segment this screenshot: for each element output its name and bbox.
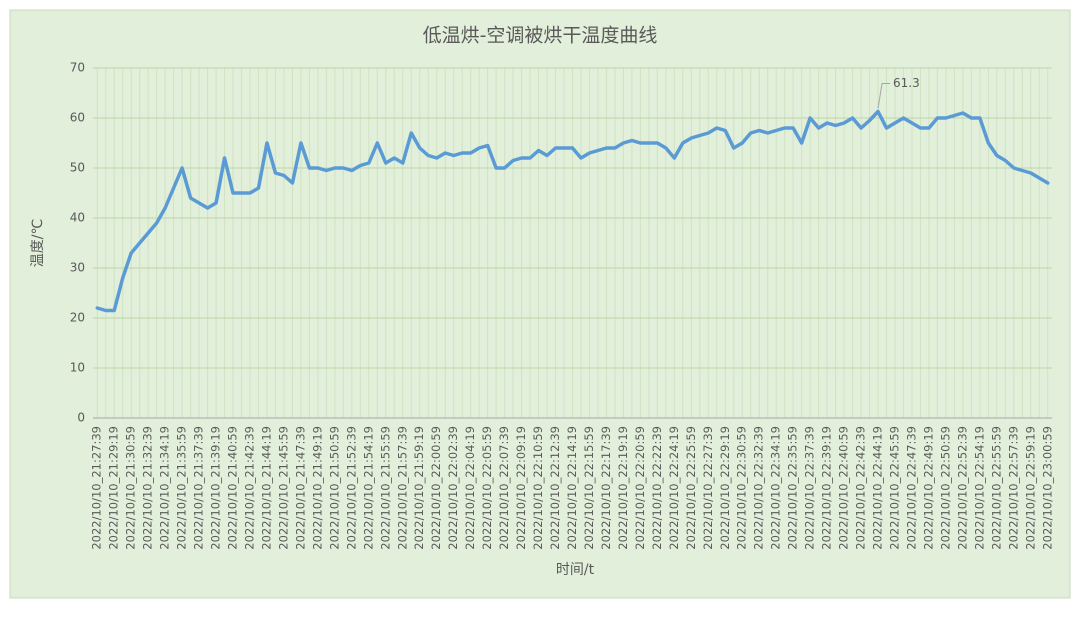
x-tick-label: 2022/10/10_22:09:19 — [514, 426, 528, 550]
x-tick-label: 2022/10/10_21:55:59 — [378, 426, 392, 550]
y-tick-label: 40 — [70, 211, 85, 225]
x-tick-label: 2022/10/10_22:07:39 — [497, 426, 511, 550]
x-tick-label: 2022/10/10_21:44:19 — [259, 426, 273, 550]
y-tick-label: 10 — [70, 361, 85, 375]
x-tick-label: 2022/10/10_22:42:39 — [854, 426, 868, 550]
x-tick-label: 2022/10/10_22:37:39 — [803, 426, 817, 550]
y-tick-label: 20 — [70, 311, 85, 325]
data-label: 61.3 — [893, 76, 920, 90]
x-tick-label: 2022/10/10_22:34:19 — [769, 426, 783, 550]
x-tick-label: 2022/10/10_21:34:19 — [158, 426, 172, 550]
x-tick-label: 2022/10/10_22:14:19 — [565, 426, 579, 550]
x-tick-label: 2022/10/10_22:29:19 — [718, 426, 732, 550]
x-tick-label: 2022/10/10_22:12:39 — [548, 426, 562, 550]
x-tick-label: 2022/10/10_22:40:59 — [837, 426, 851, 550]
x-tick-label: 2022/10/10_22:54:19 — [972, 426, 986, 550]
chart-background — [9, 9, 1071, 599]
x-tick-label: 2022/10/10_21:37:39 — [192, 426, 206, 550]
x-tick-label: 2022/10/10_22:32:39 — [752, 426, 766, 550]
x-tick-label: 2022/10/10_22:39:19 — [820, 426, 834, 550]
x-tick-label: 2022/10/10_22:52:39 — [955, 426, 969, 550]
x-tick-label: 2022/10/10_21:59:19 — [412, 426, 426, 550]
x-tick-label: 2022/10/10_21:39:19 — [209, 426, 223, 550]
x-tick-label: 2022/10/10_22:17:39 — [599, 426, 613, 550]
x-tick-label: 2022/10/10_22:22:39 — [650, 426, 664, 550]
x-tick-label: 2022/10/10_22:45:59 — [887, 426, 901, 550]
y-tick-label: 60 — [70, 111, 85, 125]
x-tick-label: 2022/10/10_21:42:39 — [243, 426, 257, 550]
x-tick-label: 2022/10/10_22:47:39 — [904, 426, 918, 550]
x-tick-label: 2022/10/10_21:35:59 — [175, 426, 189, 550]
x-tick-label: 2022/10/10_21:47:39 — [293, 426, 307, 550]
y-tick-label: 70 — [70, 61, 85, 75]
x-tick-label: 2022/10/10_21:54:19 — [361, 426, 375, 550]
x-tick-label: 2022/10/10_22:04:19 — [463, 426, 477, 550]
x-tick-label: 2022/10/10_22:19:19 — [616, 426, 630, 550]
x-tick-label: 2022/10/10_21:49:19 — [310, 426, 324, 550]
y-tick-label: 50 — [70, 161, 85, 175]
x-tick-label: 2022/10/10_21:45:59 — [276, 426, 290, 550]
x-tick-label: 2022/10/10_22:25:59 — [684, 426, 698, 550]
x-tick-label: 2022/10/10_21:32:39 — [141, 426, 155, 550]
x-tick-label: 2022/10/10_21:50:59 — [327, 426, 341, 550]
x-tick-label: 2022/10/10_22:10:59 — [531, 426, 545, 550]
x-tick-label: 2022/10/10_21:30:59 — [124, 426, 138, 550]
x-tick-label: 2022/10/10_22:57:39 — [1006, 426, 1020, 550]
x-axis-label: 时间/t — [556, 562, 595, 578]
x-tick-label: 2022/10/10_22:49:19 — [921, 426, 935, 550]
x-tick-label: 2022/10/10_23:00:59 — [1040, 426, 1054, 550]
line-series — [95, 109, 1050, 313]
x-tick-label: 2022/10/10_21:29:19 — [107, 426, 121, 550]
x-tick-label: 2022/10/10_22:30:59 — [735, 426, 749, 550]
y-tick-label: 30 — [70, 261, 85, 275]
x-tick-label: 2022/10/10_22:27:39 — [701, 426, 715, 550]
x-tick-label: 2022/10/10_21:40:59 — [226, 426, 240, 550]
x-tick-label: 2022/10/10_22:24:19 — [667, 426, 681, 550]
x-tick-label: 2022/10/10_22:15:59 — [582, 426, 596, 550]
x-tick-label: 2022/10/10_22:35:59 — [786, 426, 800, 550]
x-tick-label: 2022/10/10_22:00:59 — [429, 426, 443, 550]
x-tick-label: 2022/10/10_22:02:39 — [446, 426, 460, 550]
x-tick-label: 2022/10/10_22:05:59 — [480, 426, 494, 550]
x-tick-label: 2022/10/10_22:20:59 — [633, 426, 647, 550]
x-tick-label: 2022/10/10_21:27:39 — [90, 426, 104, 550]
x-tick-label: 2022/10/10_21:52:39 — [344, 426, 358, 550]
y-axis-label: 温度/℃ — [30, 219, 46, 267]
x-tick-label: 2022/10/10_22:44:19 — [871, 426, 885, 550]
x-tick-label: 2022/10/10_22:55:59 — [989, 426, 1003, 550]
x-tick-label: 2022/10/10_22:50:59 — [938, 426, 952, 550]
x-tick-label: 2022/10/10_21:57:39 — [395, 426, 409, 550]
x-tick-label: 2022/10/10_22:59:19 — [1023, 426, 1037, 550]
y-tick-label: 0 — [77, 411, 85, 425]
annotation-leader — [877, 83, 891, 109]
chart-title: 低温烘-空调被烘干温度曲线 — [423, 25, 658, 47]
